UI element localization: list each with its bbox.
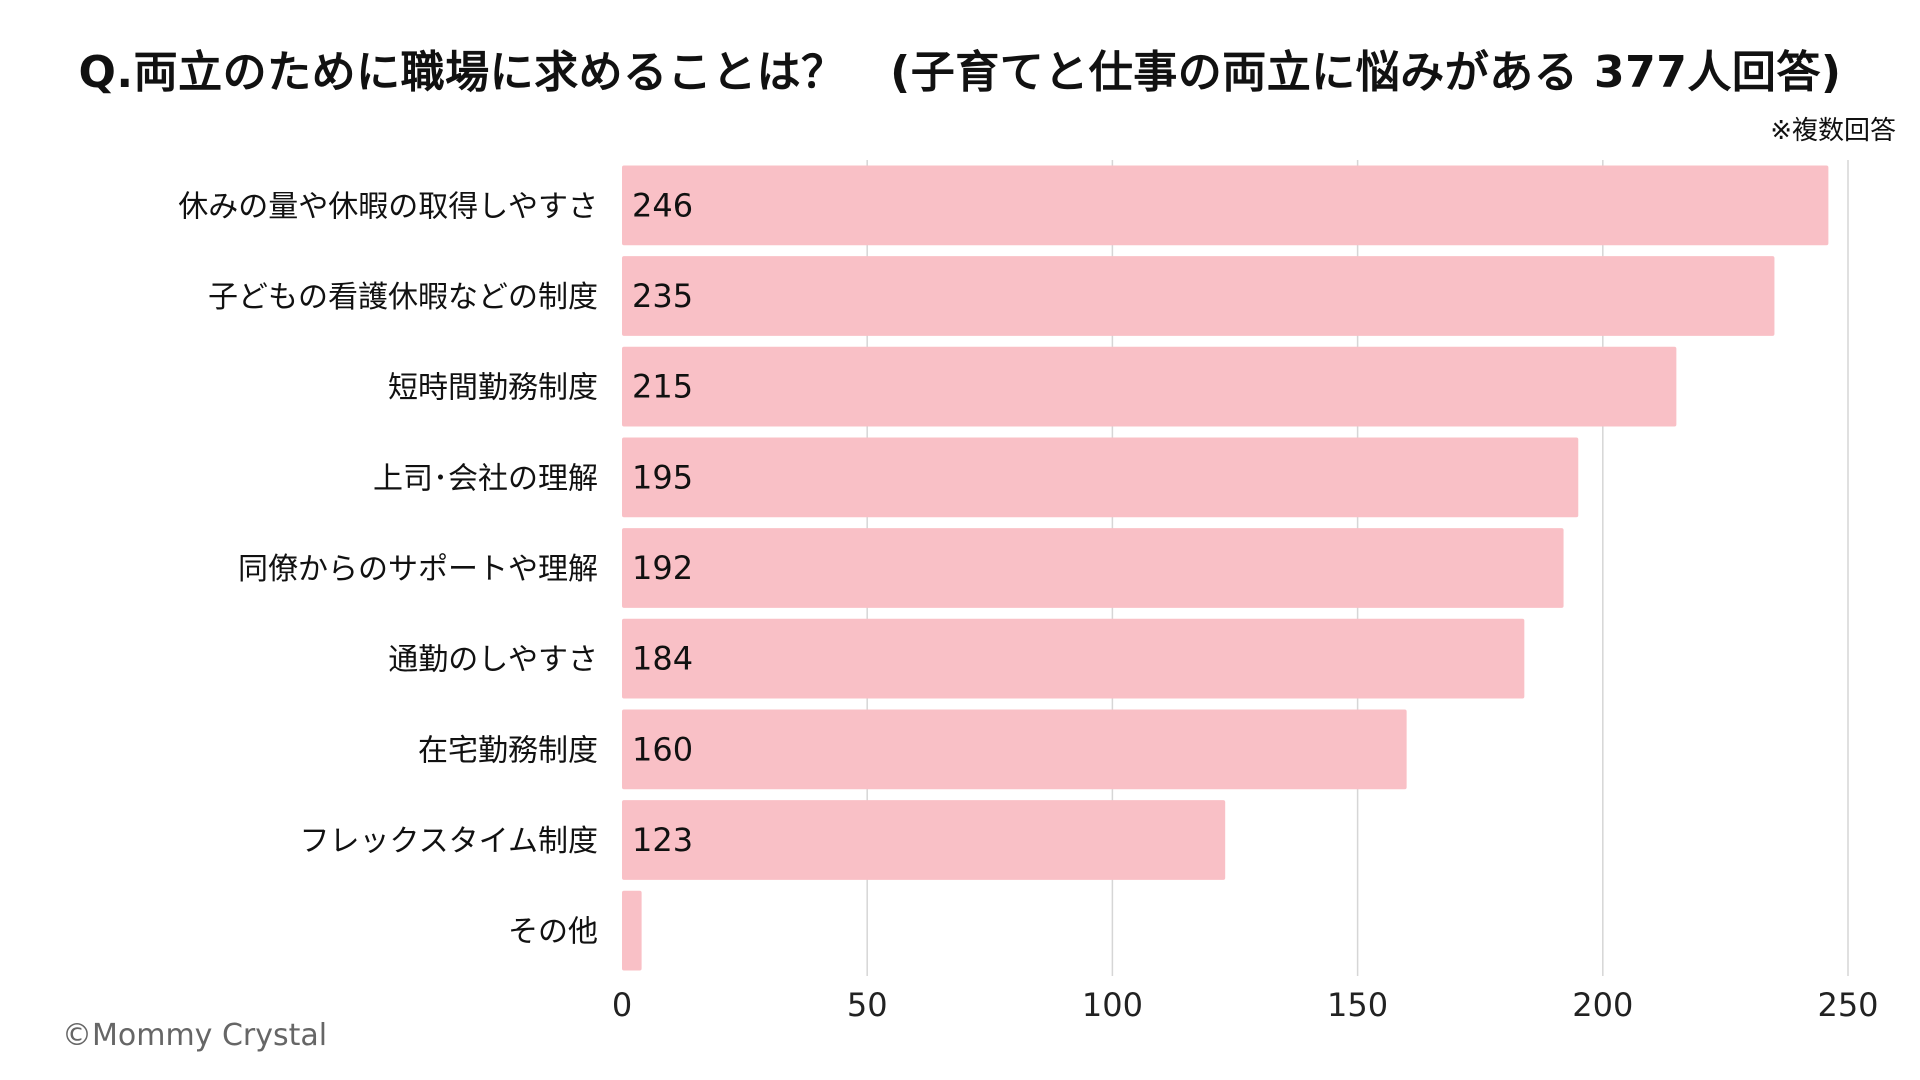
value-label: 160: [632, 730, 693, 768]
x-tick-label: 250: [1817, 986, 1878, 1024]
bar: [622, 890, 642, 971]
bar: [622, 800, 1226, 880]
bar: [622, 346, 1677, 427]
value-label: 123: [632, 821, 693, 859]
category-label: 休みの量や休暇の取得しやすさ: [178, 189, 598, 224]
bars: [622, 165, 1829, 971]
value-label: 246: [632, 186, 693, 224]
category-labels: 休みの量や休暇の取得しやすさ子どもの看護休暇などの制度短時間勤務制度上司･会社の…: [178, 189, 598, 949]
category-label: 子どもの看護休暇などの制度: [208, 280, 598, 315]
x-tick-label: 0: [612, 986, 632, 1024]
category-label: 在宅勤務制度: [418, 733, 598, 768]
x-tick-label: 150: [1327, 986, 1388, 1024]
category-label: 短時間勤務制度: [388, 371, 598, 406]
chart-note: ※複数回答: [1770, 116, 1896, 146]
x-tick-label: 100: [1082, 986, 1143, 1024]
value-label: 235: [632, 277, 693, 315]
bar: [622, 528, 1564, 608]
x-tick-label: 50: [847, 986, 888, 1024]
bar: [622, 165, 1829, 246]
bar: [622, 256, 1775, 336]
bar: [622, 437, 1579, 518]
copyright-text: ©Mommy Crystal: [62, 1018, 328, 1053]
category-label: 上司･会社の理解: [373, 461, 598, 496]
x-tick-label: 200: [1572, 986, 1633, 1024]
value-label: 195: [632, 458, 693, 496]
category-label: その他: [508, 915, 598, 950]
x-axis-ticks: 0 50 100 150 200 250: [612, 986, 1879, 1024]
category-label: フレックスタイム制度: [300, 824, 599, 859]
chart-title: Q.両立のために職場に求めることは？ (子育てと仕事の両立に悩みがある 377人…: [78, 47, 1842, 98]
category-label: 通勤のしやすさ: [388, 643, 598, 678]
bar: [622, 709, 1407, 790]
category-label: 同僚からのサポートや理解: [238, 552, 598, 587]
value-label: 192: [632, 549, 693, 587]
bar: [622, 618, 1525, 699]
value-label: 184: [632, 640, 693, 678]
value-label: 215: [632, 368, 693, 406]
value-labels: 246 235 215 195 192 184 160 123: [632, 186, 693, 859]
